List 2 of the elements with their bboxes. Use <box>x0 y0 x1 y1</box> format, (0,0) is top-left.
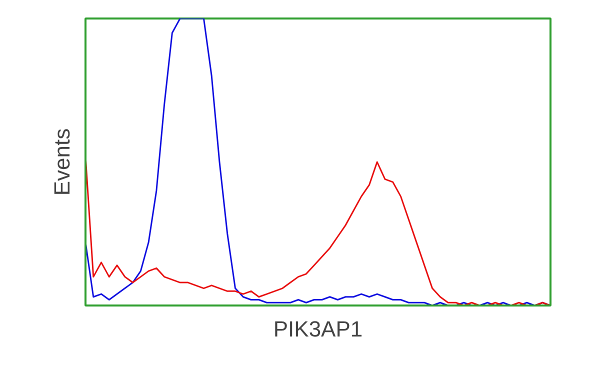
x-axis-title: PIK3AP1 <box>273 316 363 342</box>
y-axis-title: Events <box>50 128 74 196</box>
